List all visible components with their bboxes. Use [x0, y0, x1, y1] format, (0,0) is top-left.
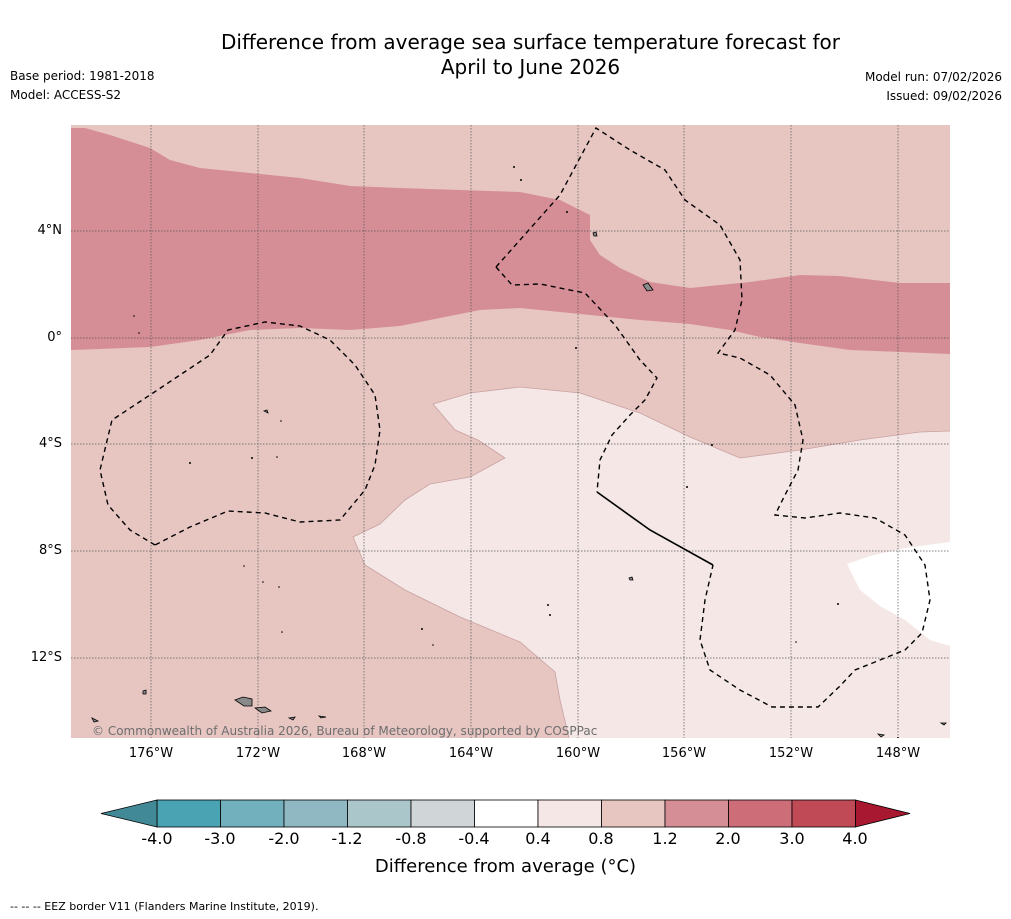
- copyright-notice: © Commonwealth of Australia 2026, Bureau…: [92, 724, 598, 738]
- colorbar-tick: 4.0: [842, 829, 868, 848]
- colorbar-segment: [410, 799, 475, 828]
- colorbar-tick: 3.0: [779, 829, 805, 848]
- lat-label-4n: 4°N: [37, 223, 63, 238]
- colorbar-segment: [601, 799, 666, 828]
- lon-label-156w: 156°W: [661, 746, 707, 761]
- title-line-2: April to June 2026: [440, 55, 621, 79]
- colorbar-tick: -2.0: [268, 829, 300, 848]
- model-run: Model run: 07/02/2026: [864, 70, 1002, 84]
- colorbar-min-arrow: [100, 799, 158, 828]
- colorbar-segment: [791, 799, 856, 828]
- meta-right: Model run: 07/02/2026 Issued: 09/02/2026: [865, 68, 1002, 105]
- lon-label-152w: 152°W: [768, 746, 814, 761]
- lon-label-176w: 176°W: [128, 746, 174, 761]
- anomaly-band-2_0-3_0: [71, 128, 950, 354]
- colorbar-tick: 0.4: [525, 829, 551, 848]
- lon-label-160w: 160°W: [555, 746, 601, 761]
- eez-footnote: -- -- -- EEZ border V11 (Flanders Marine…: [10, 900, 319, 913]
- lat-label-8s: 8°S: [38, 543, 62, 558]
- anomaly-band-0_4-0_8: [353, 387, 950, 738]
- model-name: Model: ACCESS-S2: [10, 87, 122, 102]
- colorbar-segments: [156, 799, 856, 828]
- colorbar-segment: [347, 799, 412, 828]
- eez-solid-segment: [596, 491, 714, 566]
- lat-label-12s: 12°S: [30, 650, 62, 665]
- colorbar-tick: 2.0: [715, 829, 741, 848]
- colorbar-tick: -0.8: [395, 829, 427, 848]
- colorbar-segment: [664, 799, 729, 828]
- map-area: [71, 125, 950, 738]
- colorbar-tick: -1.2: [331, 829, 363, 848]
- colorbar-max-arrow: [855, 799, 911, 828]
- colorbar-tick: -0.4: [458, 829, 490, 848]
- colorbar-segment: [537, 799, 602, 828]
- atolls: [133, 166, 899, 738]
- colorbar-segment: [474, 799, 539, 828]
- eez-borders: [99, 126, 931, 708]
- chart-title: Difference from average sea surface temp…: [0, 30, 1011, 80]
- lon-label-172w: 172°W: [235, 746, 281, 761]
- base-period: Base period: 1981-2018: [10, 69, 155, 83]
- title-line-1: Difference from average sea surface temp…: [220, 30, 840, 54]
- lat-label-0: 0°: [47, 330, 62, 345]
- colorbar-segment: [728, 799, 793, 828]
- meta-left: Base period: 1981-2018 Model: ACCESS-S2: [10, 67, 155, 104]
- graticule: [71, 125, 950, 738]
- lon-label-148w: 148°W: [875, 746, 921, 761]
- colorbar-label: Difference from average (°C): [374, 856, 637, 877]
- colorbar-segment: [220, 799, 285, 828]
- colorbar-tick: 0.8: [588, 829, 614, 848]
- issued-date: Issued: 09/02/2026: [886, 88, 1002, 103]
- lon-label-164w: 164°W: [448, 746, 494, 761]
- colorbar-tick: -4.0: [141, 829, 173, 848]
- colorbar-segment: [283, 799, 348, 828]
- anomaly-band-neutral: [847, 542, 950, 646]
- lon-label-168w: 168°W: [341, 746, 387, 761]
- lat-label-4s: 4°S: [38, 436, 62, 451]
- islands: [91, 231, 947, 738]
- colorbar-tick: -3.0: [204, 829, 236, 848]
- colorbar-tick: 1.2: [652, 829, 678, 848]
- colorbar-segment: [156, 799, 221, 828]
